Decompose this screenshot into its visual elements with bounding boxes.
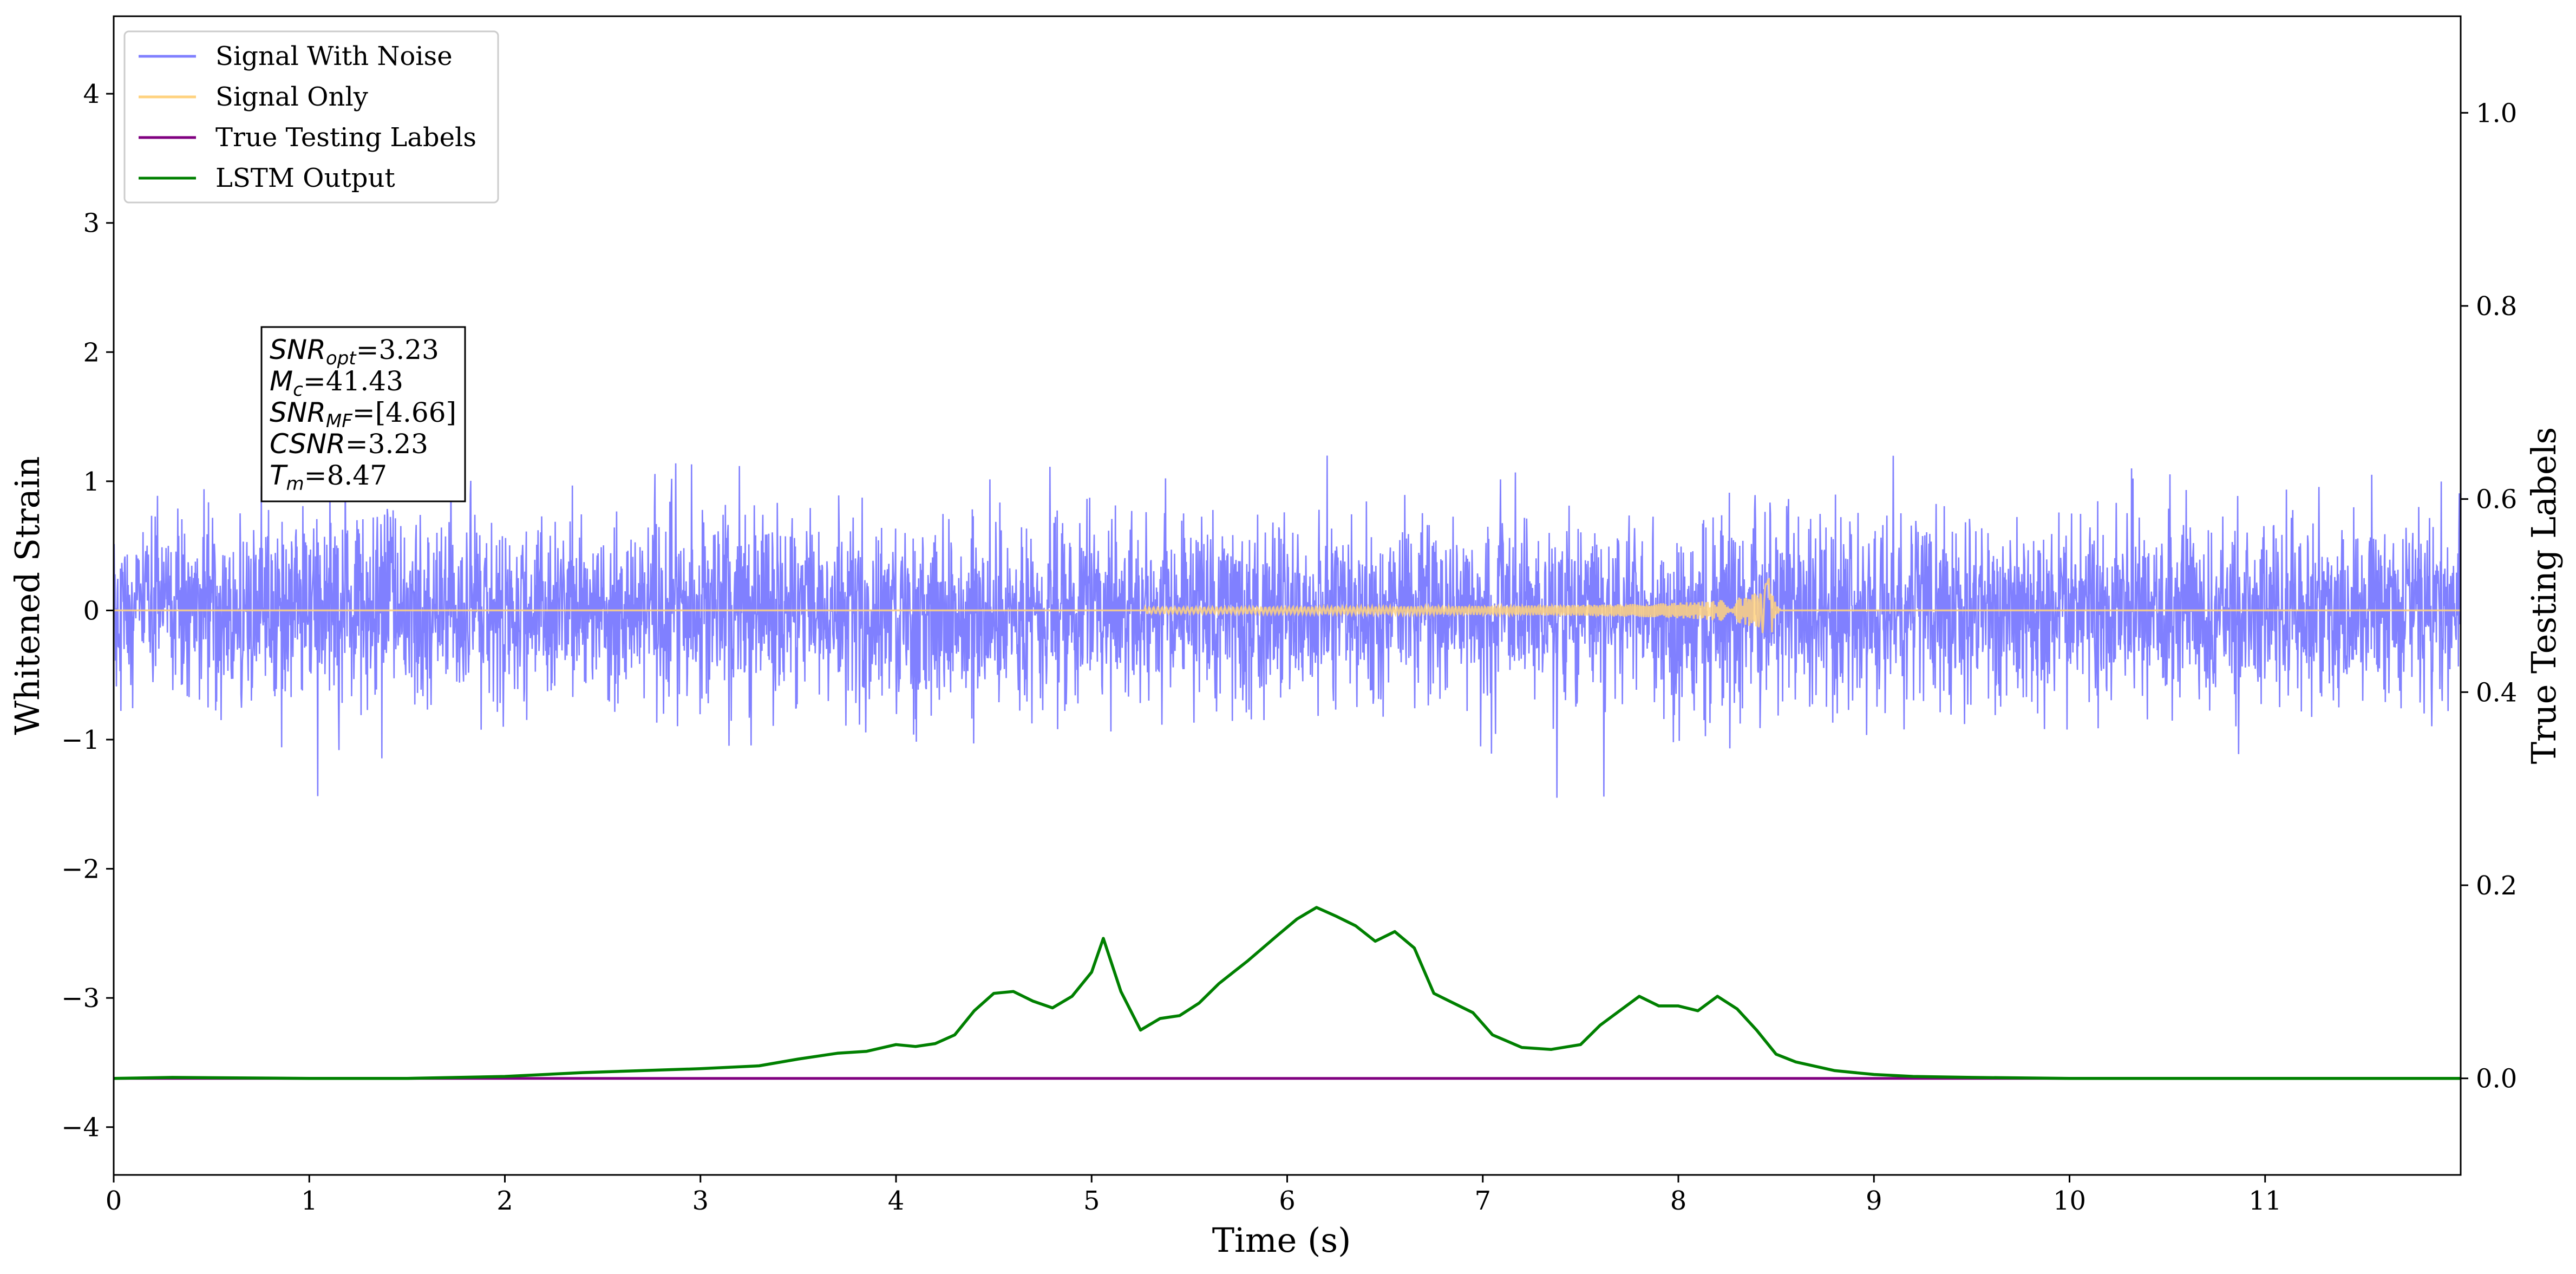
x-tick-label: 6 — [1279, 1186, 1296, 1216]
y-tick-label: 0 — [83, 596, 100, 626]
x-axis-title: Time (s) — [1212, 1220, 1351, 1260]
annotation-box: SNRopt=3.23Mc=41.43SNRMF=[4.66]CSNR=3.23… — [260, 326, 466, 502]
annotation-line: CSNR=3.23 — [270, 428, 428, 460]
y-right-tick-label: 0.6 — [2476, 485, 2517, 515]
y-right-tick-label: 0.2 — [2476, 871, 2517, 901]
annotation-line: SNRMF=[4.66] — [270, 397, 456, 432]
x-tick-label: 11 — [2248, 1186, 2281, 1216]
x-tick-label: 7 — [1474, 1186, 1491, 1216]
y-tick-label: 1 — [83, 467, 100, 497]
x-tick-label: 1 — [301, 1186, 318, 1216]
annotation-lines: SNRopt=3.23Mc=41.43SNRMF=[4.66]CSNR=3.23… — [270, 334, 456, 495]
annotation-frame — [260, 326, 466, 502]
annotation-line: Mc=41.43 — [270, 365, 403, 401]
x-tick-label: 2 — [496, 1186, 513, 1216]
y-tick-label: 2 — [83, 337, 100, 368]
legend: Signal With Noise Signal Only True Testing… — [123, 30, 499, 204]
x-tick-label: 5 — [1083, 1186, 1100, 1216]
y-tick-label: −4 — [61, 1113, 100, 1143]
y-right-tick-label: 1.0 — [2476, 98, 2517, 128]
y-tick-label: 3 — [83, 208, 100, 239]
x-tick-label: 4 — [888, 1186, 905, 1216]
series-layer — [113, 455, 2462, 1080]
y-tick-label: −2 — [61, 854, 100, 885]
y-tick-label: 4 — [83, 79, 100, 109]
y-right-tick-label: 0.8 — [2476, 291, 2517, 322]
y-tick-label: −1 — [61, 725, 100, 755]
y-axis-right-title: True Testing Labels — [2524, 427, 2564, 765]
y-right-tick-label: 0.4 — [2476, 677, 2517, 708]
x-tick-label: 8 — [1670, 1186, 1687, 1216]
y-right-tick-label: 0.0 — [2476, 1064, 2517, 1094]
x-tick-label: 9 — [1866, 1186, 1882, 1216]
series-signal-only — [114, 577, 2461, 633]
axes-layer: 0 1 2 3 4 5 6 7 8 9 10 11 −4 −3 −2 −1 0 1 2 3 4 0.0 0.2 0.4 0.6 0… — [61, 79, 2517, 1216]
x-tick-label: 3 — [692, 1186, 709, 1216]
legend-label: True Testing Labels — [215, 122, 476, 153]
legend-label: Signal With Noise — [215, 41, 453, 71]
y-axis-title: Whitened Strain — [8, 456, 47, 735]
legend-frame — [123, 30, 499, 204]
x-tick-label: 0 — [106, 1186, 122, 1216]
annotation-line: SNRopt=3.23 — [270, 334, 439, 369]
legend-items: Signal With Noise Signal Only True Testing… — [139, 41, 476, 193]
legend-label: LSTM Output — [215, 163, 395, 193]
series-signal-with-noise — [113, 455, 2462, 798]
series-lstm-output — [113, 906, 2461, 1080]
y-tick-label: −3 — [61, 983, 100, 1014]
legend-label: Signal Only — [215, 82, 368, 112]
annotation-line: Tm=8.47 — [270, 460, 387, 495]
x-tick-label: 10 — [2053, 1186, 2086, 1216]
